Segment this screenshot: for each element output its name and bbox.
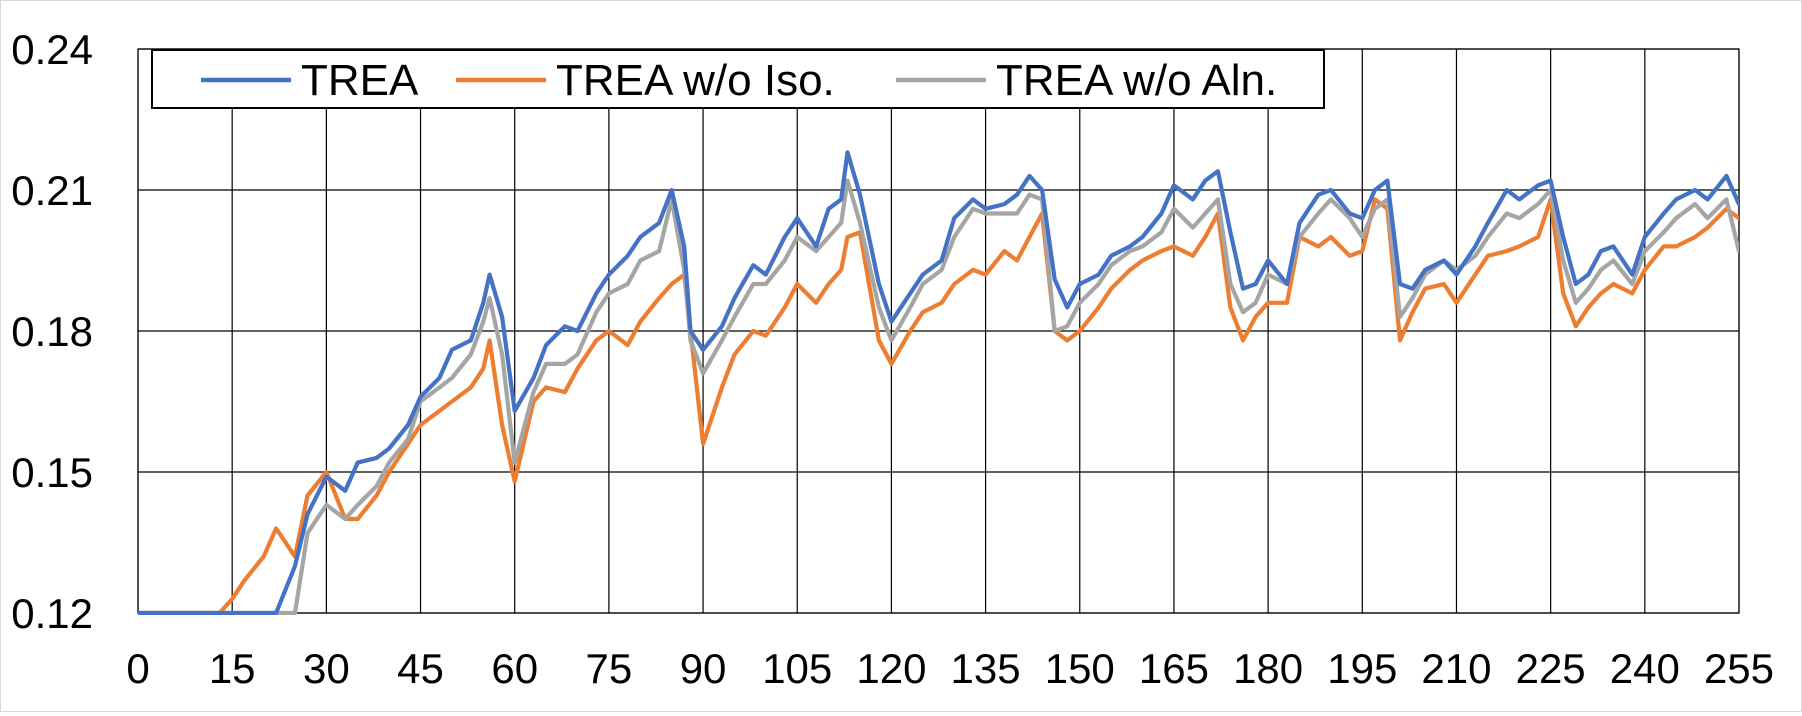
- x-tick-label: 240: [1610, 645, 1680, 692]
- x-tick-label: 90: [680, 645, 727, 692]
- x-tick-label: 225: [1516, 645, 1586, 692]
- x-tick-label: 75: [586, 645, 633, 692]
- legend-label-1: TREA: [301, 56, 419, 105]
- x-tick-label: 210: [1421, 645, 1491, 692]
- x-tick-label: 255: [1704, 645, 1774, 692]
- y-axis-tick-labels: 0.24 0.21 0.18 0.15 0.12: [11, 26, 93, 637]
- x-tick-label: 195: [1327, 645, 1397, 692]
- legend-box: [151, 49, 1325, 109]
- x-tick-label: 15: [209, 645, 256, 692]
- y-tick-label: 0.24: [11, 26, 93, 73]
- grid: [137, 48, 1740, 614]
- legend: TREA TREA w/o Iso. TREA w/o Aln.: [151, 49, 1325, 109]
- x-tick-label: 120: [856, 645, 926, 692]
- legend-label-2: TREA w/o Iso.: [556, 56, 835, 105]
- x-tick-label: 30: [303, 645, 350, 692]
- y-tick-label: 0.15: [11, 449, 93, 496]
- x-tick-label: 0: [126, 645, 149, 692]
- y-tick-label: 0.12: [11, 590, 93, 637]
- x-tick-label: 45: [397, 645, 444, 692]
- y-tick-label: 0.18: [11, 308, 93, 355]
- series-lines: [138, 150, 1739, 615]
- x-tick-label: 135: [951, 645, 1021, 692]
- x-tick-label: 60: [491, 645, 538, 692]
- series-line-2: [138, 197, 1739, 615]
- series-line-3: [138, 178, 1739, 615]
- x-tick-label: 180: [1233, 645, 1303, 692]
- x-tick-label: 165: [1139, 645, 1209, 692]
- x-tick-label: 105: [762, 645, 832, 692]
- y-tick-label: 0.21: [11, 167, 93, 214]
- legend-label-3: TREA w/o Aln.: [996, 56, 1277, 105]
- x-axis-tick-labels: 0 15 30 45 60 75 90 105 120 135 150 165 180 195 210 225…: [126, 645, 1774, 692]
- x-tick-label: 150: [1045, 645, 1115, 692]
- series-line-1: [138, 150, 1739, 615]
